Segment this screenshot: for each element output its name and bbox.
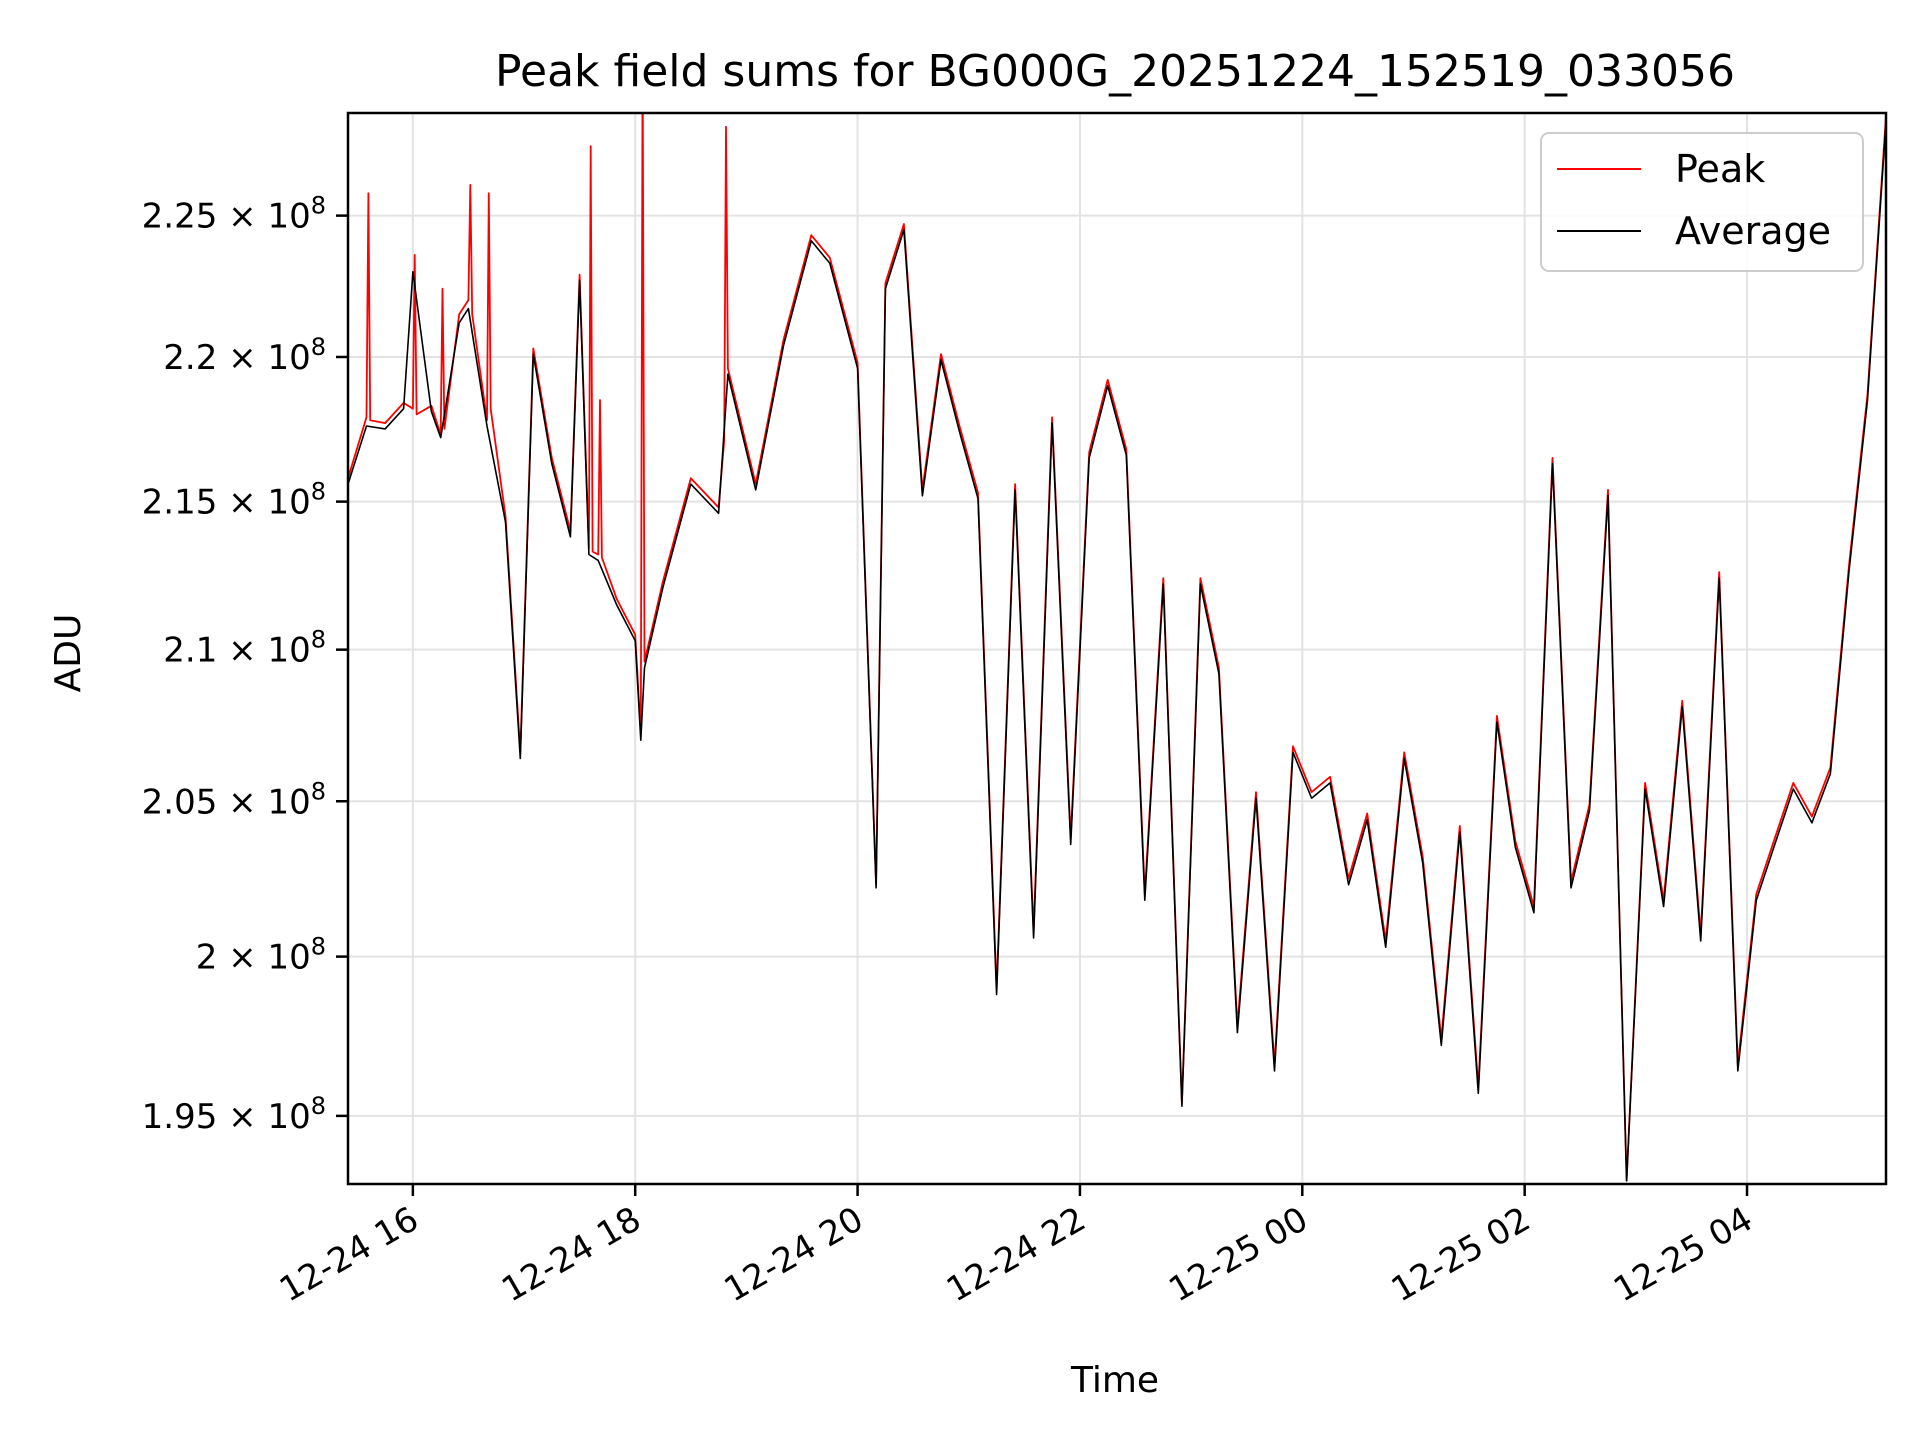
legend-label-average: Average (1675, 209, 1831, 253)
y-tick-label: 2.1 × 108 (163, 626, 326, 671)
legend-label-peak: Peak (1675, 147, 1765, 191)
chart-title: Peak field sums for BG000G_20251224_1525… (495, 46, 1735, 97)
y-tick-label: 2.25 × 108 (142, 192, 326, 237)
y-tick-label: 2.2 × 108 (163, 333, 326, 378)
grid (348, 113, 1886, 1184)
y-tick-label: 2.05 × 108 (142, 777, 326, 822)
y-tick-label: 1.95 × 108 (142, 1092, 326, 1137)
legend-box (1540, 132, 1864, 272)
y-tick-label: 2 × 108 (196, 933, 326, 978)
y-axis: 1.95 × 108 2 × 108 2.05 × 108 2.1 × 108 2.15… (142, 192, 348, 1137)
y-axis-label: ADU (48, 614, 89, 693)
series-line-average (348, 121, 1886, 1182)
y-tick-label: 2.15 × 108 (142, 478, 326, 523)
x-axis-label: Time (1070, 1360, 1159, 1401)
legend: Peak Average (1540, 132, 1864, 272)
series-layer (348, 113, 1886, 1182)
